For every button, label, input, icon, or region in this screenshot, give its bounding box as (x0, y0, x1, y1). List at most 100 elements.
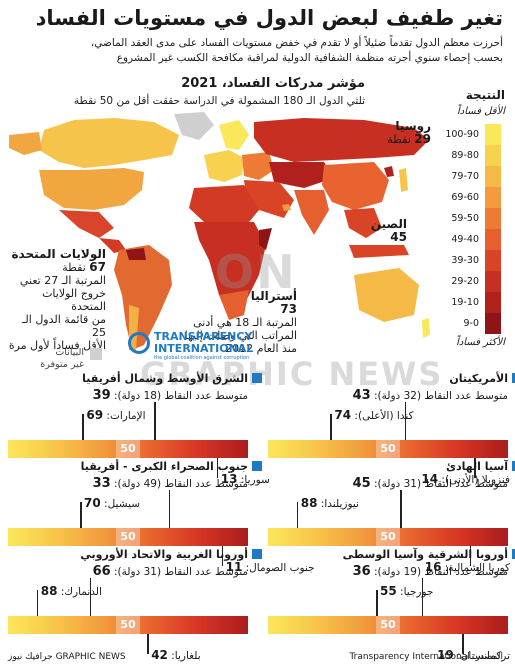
country-marker (296, 502, 299, 528)
map-australia (354, 268, 419, 322)
country-marker (376, 590, 378, 616)
average-marker (168, 490, 171, 528)
map-southeast-asia (344, 208, 382, 238)
country-name: كوريا الشمالية: (441, 562, 510, 574)
ti-logo-line-2: INTERNATIONAL (154, 342, 254, 355)
legend-swatch (485, 292, 501, 313)
legend-swatch (485, 208, 501, 229)
region-average-value: 33 (92, 476, 111, 491)
map-southern-africa (219, 290, 249, 320)
region-panel: جنوب الصحراء الكبرى - أفريقيا متوسط عدد ا… (8, 460, 315, 585)
country-score: 19 (437, 648, 454, 662)
map-new-zealand (422, 318, 430, 338)
score-scale-bar (268, 616, 508, 634)
region-panel: أوروبا الغربية والاتحاد الأوروبي متوسط عد… (8, 548, 262, 671)
region-panel: آسيا الهادئ متوسط عدد النقاط (31 دولة): 4… (268, 460, 515, 585)
footer-credit: جرافيك نيوز GRAPHIC NEWS (8, 652, 126, 662)
country-name: كندا (الأعلى): (351, 410, 414, 422)
map-south-america (114, 245, 172, 350)
country-label: فنزويلا (الأدنى): 14 (421, 472, 510, 486)
country-label: جورجيا: 55 (380, 584, 433, 598)
subtitle: أحرزت معظم الدول تقدماً ضئيلاً أو لا تقد… (13, 36, 503, 66)
ti-logo-mark (128, 332, 150, 354)
region-average-label: متوسط عدد النقاط (19 دولة): (370, 566, 508, 578)
region-average: متوسط عدد النقاط (19 دولة): 36 (353, 564, 508, 579)
country-score: 16 (424, 560, 442, 574)
region-marker-icon (512, 461, 515, 471)
map-north-korea (384, 166, 394, 177)
callout-australia-note-2: المراتب التي وصلت إليها (184, 329, 297, 342)
nodata-label: البيانات غير متوفرة (18, 347, 84, 371)
region-average: متوسط عدد النقاط (49 دولة): 33 (93, 476, 248, 491)
country-marker (80, 502, 82, 528)
map-europe-west (204, 150, 244, 182)
watermark-graphic-news: GRAPHIC NEWS (140, 355, 444, 393)
region-average: متوسط عدد النقاط (31 دولة): 45 (353, 476, 508, 491)
callout-usa-note-4: الأقل فساداً لأول مرة (8, 339, 106, 352)
subtitle-line-1: أحرزت معظم الدول تقدماً ضئيلاً أو لا تقد… (90, 37, 503, 49)
callout-russia: روسيا 29 نقطة (387, 120, 431, 147)
map-japan (399, 168, 408, 192)
country-label: الدنمارك: 88 (41, 584, 102, 598)
score-scale-bar (268, 440, 508, 458)
region-average: متوسط عدد النقاط (31 دولة): 66 (93, 564, 248, 579)
map-canada (39, 118, 179, 168)
region-title: أوروبا الغربية والاتحاد الأوروبي (80, 548, 248, 561)
country-name: الدنمارك: (57, 586, 102, 598)
callout-australia-note-1: المرتبة الـ 18 هي أدنى (193, 316, 297, 329)
region-title: جنوب الصحراء الكبرى - أفريقيا (80, 460, 248, 473)
legend-range-label: 49-40 (451, 234, 479, 245)
region-average-label: متوسط عدد النقاط (31 دولة): (370, 478, 508, 490)
legend-least-label: الأقل فساداً (457, 106, 505, 117)
legend-most-label: الأكثر فساداً (456, 337, 505, 348)
legend-swatch (485, 124, 501, 145)
nodata-label-1: البيانات (55, 347, 84, 358)
callout-australia: أستراليا 73 المرتبة الـ 18 هي أدنى المرا… (184, 290, 297, 356)
region-marker-icon (252, 373, 262, 383)
main-title: تغير طفيف لبعض الدول في مستويات الفساد (35, 6, 503, 30)
legend-swatch (485, 187, 501, 208)
callout-china-name: الصين (370, 217, 407, 231)
legend-range-label: 29-20 (451, 276, 479, 287)
callout-usa: الولايات المتحدة 67 نقطة المرتبة الـ 27 … (6, 248, 106, 353)
country-name: نيوزيلندا: (317, 498, 359, 510)
map-title: مؤشر مدركات الفساد، 2021 (181, 76, 365, 91)
country-score: 88 (40, 584, 58, 598)
legend-swatch (485, 145, 501, 166)
region-average-value: 66 (92, 564, 111, 579)
average-marker (404, 402, 407, 440)
nodata-swatch (90, 348, 102, 360)
region-marker-icon (512, 549, 515, 559)
country-label: سيشيل: 70 (84, 496, 140, 510)
map-india (294, 190, 329, 235)
region-panel: أوروبا الشرقية وآسيا الوسطى متوسط عدد الن… (268, 548, 515, 671)
country-name: تركمانستان: (453, 650, 510, 662)
map-somalia (259, 228, 272, 250)
map-greenland (174, 112, 214, 140)
callout-usa-unit: نقطة (62, 261, 86, 274)
watermark-on: ON (215, 245, 297, 299)
country-name: فنزويلا (الأدنى): (438, 474, 510, 486)
map-russia (254, 118, 429, 162)
callout-russia-score: 29 (414, 132, 431, 146)
legend-range-label: 69-60 (451, 192, 479, 203)
ti-logo-line-3: the global coalition against corruption (154, 355, 250, 361)
legend-swatch (485, 229, 501, 250)
callout-russia-unit: نقطة (387, 133, 411, 146)
callout-australia-note-3: منذ العام 2012 (225, 342, 297, 355)
region-average-value: 43 (352, 388, 371, 403)
country-name: جورجيا: (396, 586, 434, 598)
country-marker (469, 546, 472, 566)
scale-midpoint-label: 50 (376, 616, 400, 634)
country-label: نيوزيلندا: 88 (301, 496, 359, 510)
country-marker (462, 634, 464, 654)
legend-range-label: 19-10 (451, 297, 479, 308)
map-europe-east (242, 152, 274, 180)
map-usa (39, 168, 144, 210)
legend-swatch (485, 250, 501, 271)
region-marker-icon (252, 549, 262, 559)
score-scale-bar (8, 528, 248, 546)
map-central-asia (269, 162, 334, 188)
region-average-label: متوسط عدد النقاط (18 دولة): (110, 390, 248, 402)
region-average-value: 45 (352, 476, 371, 491)
